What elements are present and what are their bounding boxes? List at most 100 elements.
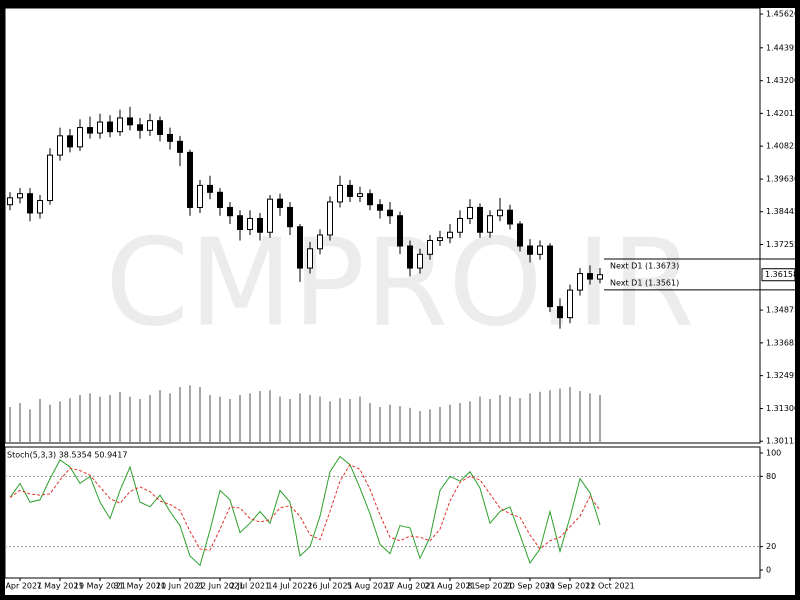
candle-body xyxy=(257,217,263,233)
candle-body xyxy=(87,127,93,134)
candle-body xyxy=(137,124,143,131)
y-tick-label: 1.39630 xyxy=(766,175,799,184)
x-tick-label: 14 Jul 2021 xyxy=(267,582,312,591)
candle-body xyxy=(97,121,103,134)
candle-body xyxy=(437,237,443,242)
candle-body xyxy=(487,215,493,233)
y-tick-label: 1.32495 xyxy=(766,371,799,380)
candle-body xyxy=(357,193,363,197)
candle-body xyxy=(177,140,183,153)
last-price-box xyxy=(761,268,796,282)
candle-body xyxy=(107,121,113,133)
indicator-title: Stoch(5,3,3) 38.5354 50.9417 xyxy=(7,451,127,460)
candle-body xyxy=(237,215,243,230)
y-tick-label: 1.43200 xyxy=(766,76,799,85)
candle-body xyxy=(7,197,13,206)
x-tick-label: 5 Aug 2021 xyxy=(347,582,393,591)
candle-body xyxy=(37,200,43,214)
x-tick-label: 2 Jul 2021 xyxy=(230,582,270,591)
candle-body xyxy=(537,245,543,255)
indicator-line xyxy=(9,464,601,551)
x-tick-label: 19 May 2021 xyxy=(74,582,126,591)
candle-body xyxy=(217,191,223,208)
candle-body xyxy=(47,154,53,202)
background xyxy=(5,8,795,595)
candle-body xyxy=(597,274,603,280)
y-tick-label: 1.33685 xyxy=(766,338,799,347)
candle-body xyxy=(327,201,333,236)
y-tick-label: 1.30115 xyxy=(766,437,799,446)
candle-body xyxy=(27,193,33,214)
candle-body xyxy=(147,120,153,131)
candle-body xyxy=(77,127,83,148)
candle-body xyxy=(117,117,123,133)
candle-body xyxy=(567,289,573,319)
candle-body xyxy=(277,198,283,208)
candle-body xyxy=(367,193,373,206)
x-tick-label: 31 May 2021 xyxy=(114,582,166,591)
candle-body xyxy=(577,273,583,291)
candle-body xyxy=(517,223,523,247)
candle-body xyxy=(387,209,393,217)
candle-body xyxy=(247,217,253,230)
x-tick-label: 30 Sep 2021 xyxy=(545,582,596,591)
candle-body xyxy=(377,204,383,211)
candle-body xyxy=(457,217,463,233)
candle-body xyxy=(527,245,533,255)
indicator-y-tick-label: 80 xyxy=(766,472,776,481)
x-tick-label: 26 Jul 2021 xyxy=(307,582,352,591)
candle-body xyxy=(227,206,233,217)
candle-body xyxy=(297,226,303,269)
candle-body xyxy=(307,248,313,269)
y-tick-label: 1.38445 xyxy=(766,207,799,216)
x-tick-label: 10 Jun 2021 xyxy=(156,582,204,591)
indicator-line xyxy=(9,455,601,567)
y-tick-label: 1.45620 xyxy=(766,10,799,19)
candle-body xyxy=(287,206,293,228)
x-tick-label: 27 Aug 2021 xyxy=(424,582,475,591)
indicator-y-tick-label: 100 xyxy=(766,448,781,457)
indicator-y-tick-label: 20 xyxy=(766,542,776,551)
y-tick-label: 1.44395 xyxy=(766,43,799,52)
candle-body xyxy=(17,193,23,199)
x-tick-label: 8 Sep 2021 xyxy=(467,582,513,591)
candle-body xyxy=(397,215,403,247)
candle-body xyxy=(587,273,593,280)
last-price-label: 1.36158 xyxy=(765,270,798,279)
x-tick-label: 22 Jun 2021 xyxy=(196,582,244,591)
candle-body xyxy=(127,117,133,126)
candle-body xyxy=(427,240,433,255)
y-tick-label: 1.34875 xyxy=(766,306,799,315)
indicator-y-tick-label: 0 xyxy=(766,566,771,575)
candle-body xyxy=(477,206,483,233)
y-tick-label: 1.42015 xyxy=(766,109,799,118)
candle-body xyxy=(547,245,553,308)
candle-body xyxy=(187,151,193,208)
candle-body xyxy=(507,209,513,225)
candle-body xyxy=(417,253,423,269)
candle-body xyxy=(67,135,73,148)
candle-body xyxy=(267,198,273,233)
x-tick-label: 7 Apr 2021 xyxy=(0,582,42,591)
candle-body xyxy=(467,206,473,219)
y-tick-label: 1.37255 xyxy=(766,240,799,249)
x-tick-label: 20 Sep 2021 xyxy=(505,582,556,591)
candle-body xyxy=(207,184,213,193)
level-label: Next D1 (1.3561) xyxy=(610,278,679,287)
x-tick-label: 17 Aug 2021 xyxy=(384,582,435,591)
candle-body xyxy=(347,184,353,197)
x-tick-label: 12 Oct 2021 xyxy=(585,582,634,591)
candle-body xyxy=(317,234,323,250)
candle-body xyxy=(337,184,343,203)
candle-body xyxy=(557,306,563,319)
y-tick-label: 1.31300 xyxy=(766,404,799,413)
candle-body xyxy=(157,120,163,135)
main-pane xyxy=(4,7,761,444)
candle-body xyxy=(497,209,503,217)
candle-body xyxy=(167,133,173,142)
level-label: Next D1 (1.3673) xyxy=(610,261,679,270)
candle-body xyxy=(447,231,453,239)
x-tick-label: 7 May 2021 xyxy=(36,582,83,591)
candle-body xyxy=(197,184,203,208)
